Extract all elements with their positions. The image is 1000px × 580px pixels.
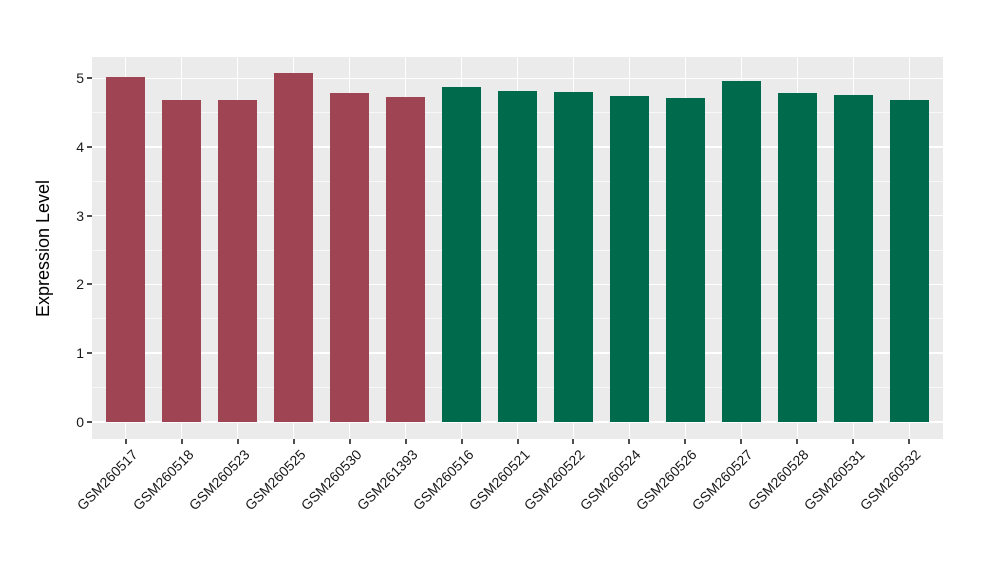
plot-panel: [92, 57, 943, 439]
y-tick-label: 3: [76, 207, 84, 224]
bar-GSM260524: [609, 96, 650, 422]
x-tick: [236, 439, 239, 444]
x-tick: [516, 439, 519, 444]
x-tick: [740, 439, 743, 444]
y-tick-label: 2: [76, 276, 84, 293]
x-tick: [404, 439, 407, 444]
bar-GSM260528: [777, 92, 818, 422]
bar-GSM260527: [721, 81, 762, 422]
bar-GSM260530: [329, 92, 370, 422]
bar-GSM260518: [161, 100, 202, 422]
x-tick: [124, 439, 127, 444]
y-tick: [87, 77, 92, 80]
x-tick: [460, 439, 463, 444]
y-tick-label: 5: [76, 70, 84, 87]
y-axis-title: Expression Level: [24, 57, 64, 439]
y-tick: [87, 352, 92, 355]
y-tick-label: 4: [76, 139, 84, 155]
x-tick: [852, 439, 855, 444]
y-tick: [87, 283, 92, 286]
x-tick: [684, 439, 687, 444]
bar-GSM260526: [665, 97, 706, 422]
y-tick: [87, 420, 92, 423]
x-tick: [348, 439, 351, 444]
bar-GSM260525: [273, 73, 314, 422]
y-tick-label: 0: [76, 413, 84, 430]
x-tick: [292, 439, 295, 444]
bar-GSM261393: [385, 96, 426, 422]
bar-GSM260532: [889, 99, 929, 422]
x-tick: [180, 439, 183, 444]
y-tick: [87, 146, 92, 148]
bar-GSM260517: [105, 76, 146, 422]
bar-GSM260516: [441, 86, 482, 422]
x-tick: [908, 439, 911, 444]
bar-GSM260522: [553, 92, 594, 422]
bar-GSM260521: [497, 91, 538, 422]
y-axis-title-text: Expression Level: [33, 179, 54, 317]
bar-GSM260531: [833, 94, 873, 422]
y-tick-label: 1: [76, 345, 84, 362]
y-tick: [87, 214, 92, 217]
x-tick: [796, 439, 799, 444]
bar-GSM260523: [217, 99, 258, 422]
x-tick: [628, 439, 631, 444]
x-tick: [572, 439, 575, 444]
